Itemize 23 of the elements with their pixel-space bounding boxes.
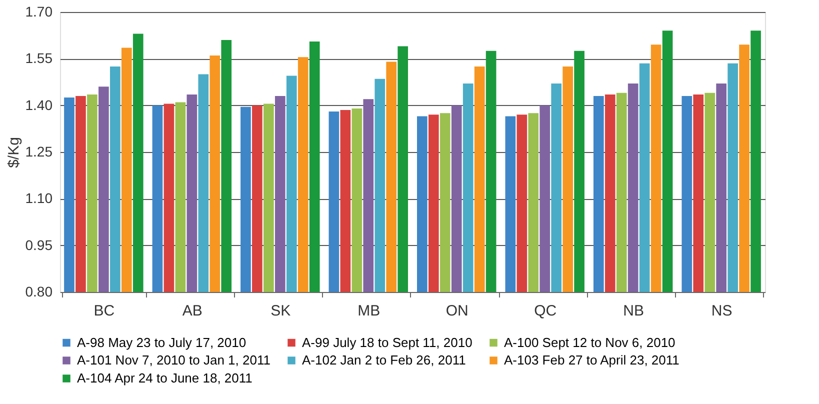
legend-label: A-104 Apr 24 to June 18, 2011	[77, 370, 252, 386]
x-tick-label: AB	[182, 302, 202, 320]
legend-label: A-98 May 23 to July 17, 2010	[77, 334, 246, 350]
x-tick-label: NS	[711, 302, 732, 320]
y-axis-title: $/Kg	[5, 137, 22, 168]
legend-label: A-102 Jan 2 to Feb 26, 2011	[302, 352, 466, 368]
x-tick-label: QC	[534, 302, 557, 320]
legend-label: A-100 Sept 12 to Nov 6, 2010	[504, 334, 676, 350]
x-tick-label: SK	[270, 302, 291, 320]
legend-label: A-103 Feb 27 to April 23, 2011	[504, 352, 680, 368]
legend-label: A-99 July 18 to Sept 11, 2010	[302, 334, 472, 350]
y-tick-label: 1.10	[25, 190, 53, 206]
y-tick-label: 1.40	[25, 96, 53, 113]
x-tick-label: BC	[94, 302, 115, 320]
y-tick-label: 1.25	[25, 144, 53, 160]
legend-label: A-101 Nov 7, 2010 to Jan 1, 2011	[77, 352, 270, 368]
x-tick-label: ON	[446, 302, 468, 320]
y-tick-label: 0.80	[25, 284, 53, 300]
y-tick-label: 1.70	[25, 4, 53, 20]
y-tick-label: 1.55	[25, 50, 53, 66]
y-tick-label: 0.95	[25, 236, 53, 253]
x-tick-label: MB	[358, 302, 380, 320]
x-tick-label: NB	[623, 302, 644, 320]
